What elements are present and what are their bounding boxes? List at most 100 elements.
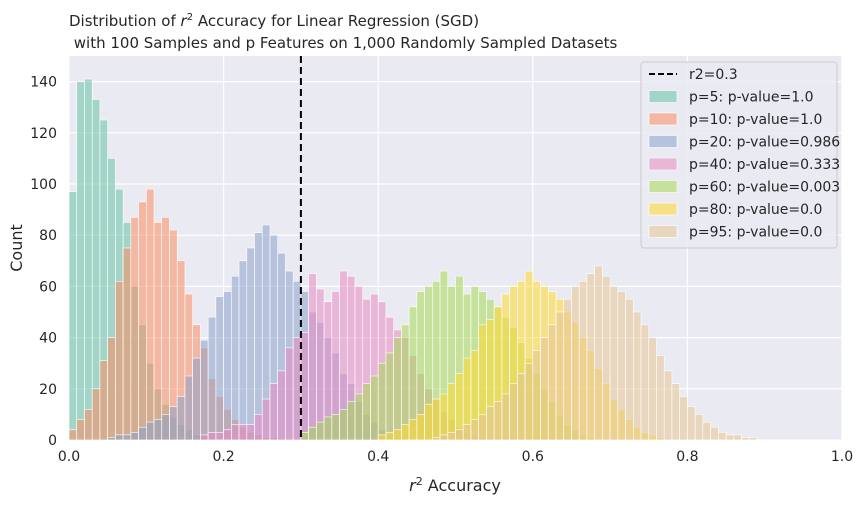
x-tick-label: 0.0 bbox=[58, 449, 80, 465]
histogram-bar bbox=[261, 398, 271, 441]
histogram-bar bbox=[238, 260, 248, 441]
histogram-bar bbox=[184, 375, 193, 441]
histogram-bar bbox=[115, 434, 124, 441]
x-tick-labels: 0.0 0.2 0.4 0.6 0.8 1.0 bbox=[58, 449, 853, 465]
legend-frame bbox=[640, 61, 838, 249]
histogram-bar bbox=[146, 188, 155, 441]
histogram-bar bbox=[91, 388, 101, 441]
histogram-bar bbox=[439, 434, 449, 441]
histogram-series-7 bbox=[432, 265, 758, 441]
legend-label: p=80: p-value=0.0 bbox=[689, 202, 822, 218]
histogram-bar bbox=[586, 273, 595, 441]
histogram-bar bbox=[478, 414, 487, 441]
histogram-bar bbox=[122, 434, 132, 441]
histogram-bar bbox=[323, 416, 333, 441]
histogram-bar bbox=[679, 396, 688, 441]
y-tick-label: 140 bbox=[30, 75, 57, 91]
histogram-bar bbox=[385, 432, 394, 441]
chart-title-line-2: with 100 Samples and p Features on 1,000… bbox=[69, 34, 617, 52]
y-tick-label: 20 bbox=[39, 382, 57, 398]
histogram-bar bbox=[370, 375, 379, 441]
histogram-bar bbox=[432, 398, 441, 441]
histogram-bar bbox=[354, 393, 364, 441]
legend-swatch bbox=[648, 202, 678, 216]
histogram-bar bbox=[130, 432, 139, 441]
histogram-bar bbox=[486, 406, 495, 441]
histogram-bar bbox=[725, 434, 735, 441]
histogram-bar bbox=[648, 337, 657, 441]
histogram-bar bbox=[130, 216, 139, 441]
histogram-bar bbox=[200, 339, 209, 441]
histogram-bar bbox=[741, 437, 750, 441]
histogram-bar bbox=[223, 291, 232, 441]
histogram-bar bbox=[401, 324, 410, 441]
histogram-bar bbox=[254, 414, 263, 441]
histogram-bar bbox=[215, 432, 224, 441]
histogram-bar bbox=[285, 347, 294, 441]
histogram-bar bbox=[346, 401, 356, 441]
histogram-bar bbox=[215, 296, 224, 441]
histogram-bar bbox=[462, 424, 472, 441]
x-tick-label: 0.4 bbox=[367, 449, 389, 465]
histogram-bar bbox=[718, 432, 727, 441]
histogram-bar bbox=[671, 383, 680, 441]
histogram-bar bbox=[625, 298, 634, 441]
histogram-bar bbox=[246, 424, 255, 441]
histogram-bar bbox=[76, 419, 85, 441]
x-tick-label: 1.0 bbox=[831, 449, 853, 465]
legend-swatch bbox=[648, 225, 678, 238]
histogram-bar bbox=[169, 406, 178, 441]
legend-label: p=60: p-value=0.003 bbox=[689, 180, 840, 196]
y-tick-label: 60 bbox=[39, 279, 57, 295]
legend-label: r2=0.3 bbox=[689, 67, 738, 83]
histogram-bar bbox=[362, 383, 371, 441]
histogram-bar bbox=[231, 275, 240, 441]
histogram-bar bbox=[748, 437, 758, 441]
histogram-bar bbox=[571, 286, 580, 441]
histogram-bar bbox=[207, 432, 217, 441]
histogram-bar bbox=[138, 201, 147, 441]
histogram-bar bbox=[292, 337, 302, 441]
x-tick-label: 0.6 bbox=[522, 449, 544, 465]
chart-title-line-1: Distribution of r2 Accuracy for Linear R… bbox=[69, 12, 479, 30]
histogram-bar bbox=[115, 280, 124, 441]
histogram-bar bbox=[269, 383, 279, 441]
histogram-bar bbox=[277, 370, 286, 441]
histogram-bar bbox=[694, 414, 704, 441]
histogram-bar bbox=[393, 337, 402, 441]
legend-swatch bbox=[648, 157, 678, 171]
x-tick-label: 0.2 bbox=[212, 449, 234, 465]
histogram-bar bbox=[107, 337, 116, 441]
histogram-bar bbox=[76, 81, 85, 441]
histogram-bar bbox=[107, 437, 116, 441]
histogram-bar bbox=[594, 265, 603, 441]
legend-swatch bbox=[648, 90, 678, 103]
histogram-bar bbox=[663, 370, 673, 441]
histogram-bar bbox=[84, 408, 93, 441]
histogram-bar bbox=[702, 421, 711, 441]
histogram-bar bbox=[300, 432, 309, 441]
histogram-bar bbox=[192, 357, 201, 441]
histogram-bar bbox=[439, 393, 449, 441]
histogram-bar bbox=[408, 419, 418, 441]
x-axis-label: r2 Accuracy bbox=[409, 475, 501, 495]
histogram-bar bbox=[509, 383, 518, 441]
histogram-bar bbox=[339, 408, 348, 441]
histogram-bar bbox=[632, 311, 642, 441]
histogram-bar bbox=[176, 396, 186, 441]
histogram-bar bbox=[578, 280, 588, 441]
y-tick-label: 100 bbox=[30, 177, 57, 193]
legend-label: p=20: p-value=0.986 bbox=[689, 135, 840, 151]
histogram-bar bbox=[501, 393, 510, 441]
histogram-bar bbox=[316, 421, 325, 441]
histogram-bar bbox=[68, 191, 78, 441]
chart-title: Distribution of r2 Accuracy for Linear R… bbox=[69, 12, 617, 52]
histogram-bar bbox=[377, 434, 387, 441]
histogram-bar bbox=[687, 406, 696, 441]
legend-swatch bbox=[648, 112, 678, 126]
legend: r2=0.3 p=5: p-value=1.0 p=10: p-value=1.0 p… bbox=[640, 61, 840, 249]
legend-swatch bbox=[648, 135, 678, 148]
histogram-bar bbox=[447, 432, 456, 441]
histogram-bar bbox=[161, 216, 170, 441]
